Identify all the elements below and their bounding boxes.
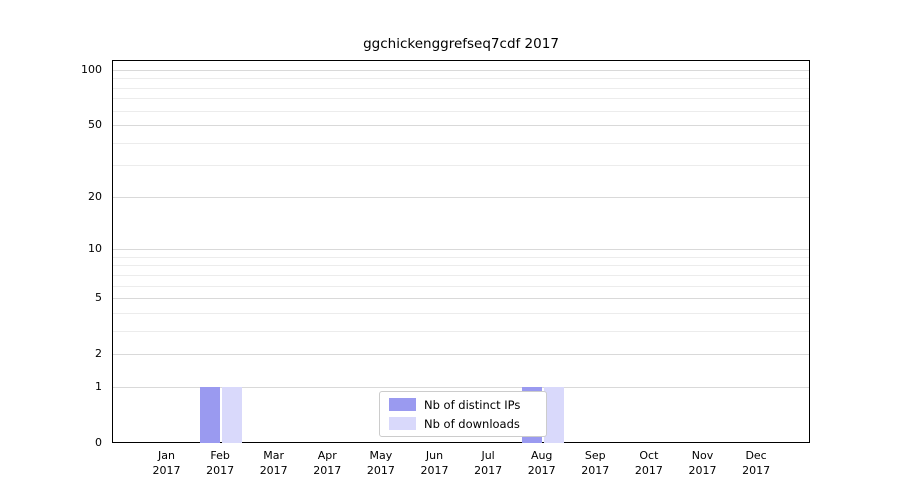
x-tick-label: Sep 2017 xyxy=(581,449,610,477)
gridline xyxy=(113,98,809,100)
x-tick-label: Jul 2017 xyxy=(474,449,503,477)
gridline xyxy=(113,142,809,144)
gridline xyxy=(113,249,809,251)
gridline xyxy=(113,70,809,71)
y-tick-label: 100 xyxy=(81,63,102,76)
gridline xyxy=(113,312,809,314)
gridline xyxy=(113,78,809,80)
gridline xyxy=(113,274,809,276)
x-tick-label: Mar 2017 xyxy=(259,449,288,477)
x-tick-label: May 2017 xyxy=(366,449,395,477)
gridline xyxy=(113,110,809,112)
gridline xyxy=(113,386,809,388)
y-tick-label: 2 xyxy=(95,347,102,361)
gridline xyxy=(113,165,809,167)
plot-area xyxy=(112,60,810,443)
legend-item-distinct-ips: Nb of distinct IPs xyxy=(389,398,546,412)
legend-label-downloads: Nb of downloads xyxy=(424,416,520,431)
y-tick-label: 20 xyxy=(88,189,102,203)
legend-label-distinct-ips: Nb of distinct IPs xyxy=(424,397,521,412)
legend-swatch-downloads xyxy=(389,417,416,430)
y-tick-label: 0 xyxy=(95,436,102,449)
x-tick-label: Dec 2017 xyxy=(742,449,771,477)
gridline xyxy=(113,298,809,300)
chart-title: ggchickenggrefseq7cdf 2017 xyxy=(363,36,559,52)
gridline xyxy=(113,196,809,198)
bar-distinct-ips xyxy=(200,386,221,443)
gridline xyxy=(113,285,809,287)
gridline xyxy=(113,125,809,127)
bar-downloads xyxy=(222,386,243,443)
x-tick-label: Jun 2017 xyxy=(420,449,449,477)
bar-downloads xyxy=(543,386,564,443)
x-tick-label: Aug 2017 xyxy=(527,449,556,477)
legend-item-downloads: Nb of downloads xyxy=(389,417,546,431)
x-tick-label: Apr 2017 xyxy=(313,449,342,477)
gridline xyxy=(113,87,809,89)
x-tick-label: Jan 2017 xyxy=(152,449,181,477)
y-tick-label: 5 xyxy=(95,291,102,305)
x-tick-label: Nov 2017 xyxy=(688,449,717,477)
y-tick-label: 50 xyxy=(88,118,102,132)
gridline xyxy=(113,256,809,258)
x-tick-label: Feb 2017 xyxy=(206,449,235,477)
gridline xyxy=(113,330,809,332)
legend-swatch-distinct-ips xyxy=(389,398,416,411)
legend: Nb of distinct IPs Nb of downloads xyxy=(379,391,547,437)
x-tick-label: Oct 2017 xyxy=(634,449,663,477)
gridline xyxy=(113,265,809,267)
gridline xyxy=(113,354,809,356)
y-tick-label: 10 xyxy=(88,242,102,256)
y-tick-label: 1 xyxy=(95,379,102,393)
